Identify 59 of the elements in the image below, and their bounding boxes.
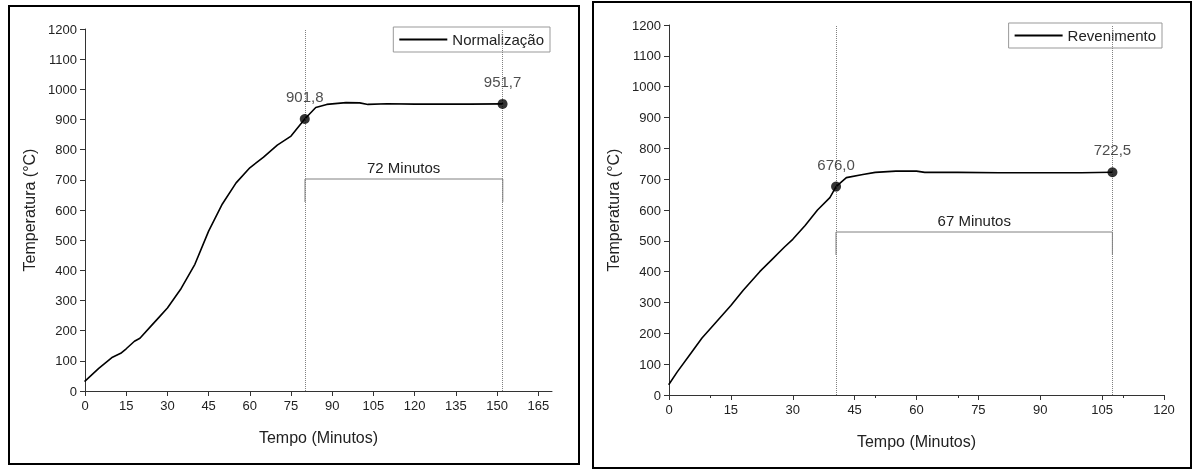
y-tick-label: 1000 <box>632 79 661 95</box>
data-label: 901,8 <box>285 87 324 105</box>
y-tick-label: 800 <box>55 142 77 158</box>
x-axis-title: Tempo (Minutos) <box>856 432 977 450</box>
x-tick-label: 105 <box>362 398 385 413</box>
y-axis-title: Temperatura (°C) <box>20 148 38 272</box>
x-tick-label: 15 <box>118 398 134 413</box>
x-tick-label: 45 <box>847 402 862 417</box>
x-tick-label: 105 <box>1091 402 1113 417</box>
x-axis-title: Tempo (Minutos) <box>258 428 379 446</box>
x-tick-label: 15 <box>723 402 739 417</box>
y-tick-label: 600 <box>55 202 77 218</box>
y-tick-label: 400 <box>55 262 77 278</box>
x-tick-label: 60 <box>909 402 924 417</box>
y-tick-label: 700 <box>639 171 661 187</box>
y-tick-label: 1100 <box>633 48 661 64</box>
x-tick-label: 75 <box>971 402 986 417</box>
y-tick-label: 100 <box>639 356 661 372</box>
y-tick-label: 1100 <box>49 51 77 67</box>
y-tick-label: 500 <box>55 232 77 248</box>
y-tick-label: 200 <box>55 323 77 339</box>
y-tick-label: 100 <box>55 353 77 369</box>
x-tick-label: 60 <box>242 398 258 413</box>
y-axis-title: Temperatura (°C) <box>604 148 622 272</box>
y-tick-label: 900 <box>639 110 661 125</box>
x-tick-label: 30 <box>785 402 800 417</box>
x-tick-label: 30 <box>160 398 175 413</box>
legend-label: Revenimento <box>1067 27 1157 44</box>
y-tick-label: 300 <box>639 295 661 310</box>
x-tick-label: 90 <box>325 398 340 413</box>
data-label: 722,5 <box>1093 141 1132 159</box>
x-tick-label: 75 <box>283 398 299 413</box>
y-tick-label: 500 <box>639 233 661 249</box>
y-tick-label: 900 <box>55 112 77 127</box>
y-tick-label: 1200 <box>48 21 77 37</box>
y-tick-label: 800 <box>639 140 661 156</box>
y-tick-label: 1200 <box>632 17 661 33</box>
x-tick-label: 45 <box>201 398 216 413</box>
x-tick-label: 120 <box>1153 402 1175 417</box>
annotation: 72 Minutos <box>366 158 441 176</box>
x-tick-label: 150 <box>486 398 508 413</box>
y-tick-label: 700 <box>55 172 77 188</box>
x-tick-label: 165 <box>527 398 550 413</box>
data-label: 951,7 <box>483 72 522 90</box>
x-tick-label: 0 <box>665 402 673 417</box>
data-label: 676,0 <box>817 155 855 173</box>
y-tick-label: 600 <box>639 202 661 218</box>
annotation: 67 Minutos <box>937 212 1011 230</box>
y-tick-label: 0 <box>653 387 661 403</box>
y-tick-label: 300 <box>55 293 77 308</box>
y-tick-label: 200 <box>639 325 661 341</box>
y-tick-label: 1000 <box>48 81 77 97</box>
x-tick-label: 135 <box>445 398 467 413</box>
legend-label: Normalização <box>452 31 544 48</box>
x-tick-label: 0 <box>81 398 89 413</box>
y-tick-label: 0 <box>69 383 77 399</box>
x-tick-label: 120 <box>403 398 426 413</box>
y-tick-label: 400 <box>639 264 661 280</box>
x-tick-label: 90 <box>1033 402 1048 417</box>
